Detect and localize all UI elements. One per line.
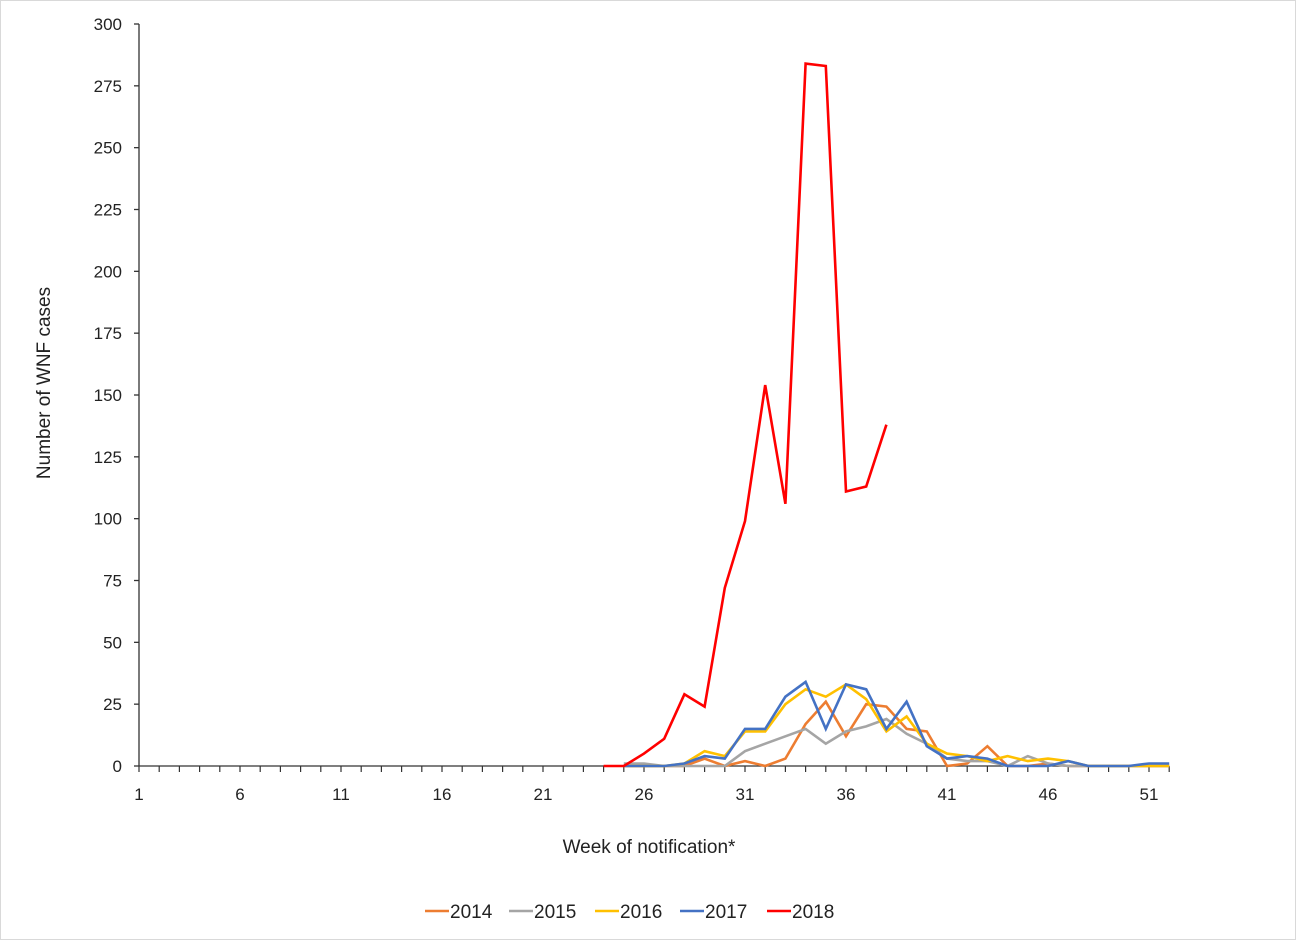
y-tick-label: 175: [94, 324, 122, 343]
y-tick-label: 225: [94, 201, 122, 220]
x-tick-label: 6: [235, 785, 244, 804]
x-tick-label: 36: [837, 785, 856, 804]
y-tick-label: 275: [94, 77, 122, 96]
y-axis-title: Number of WNF cases: [34, 287, 55, 479]
x-tick-label: 41: [938, 785, 957, 804]
legend-label: 2018: [792, 902, 834, 923]
y-tick-label: 200: [94, 262, 122, 281]
legend-item-2017: 2017: [680, 902, 747, 923]
legend-item-2016: 2016: [595, 902, 662, 923]
x-tick-label: 16: [433, 785, 452, 804]
series-line-2017: [623, 679, 1170, 768]
x-axis-title: Week of notification*: [563, 837, 736, 858]
y-tick-label: 100: [94, 510, 122, 529]
x-axis: 1 6 11 16 21 26 31 36 41 46 51: [134, 765, 1170, 804]
y-tick-label: 25: [103, 695, 122, 714]
legend: 2014 2015 2016 2017 2018: [425, 902, 834, 923]
x-tick-label: 11: [332, 785, 350, 804]
legend-item-2018: 2018: [767, 902, 834, 923]
y-tick-label: 75: [103, 572, 122, 591]
y-tick-label: 150: [94, 386, 122, 405]
series-line-2018: [603, 62, 888, 768]
legend-item-2015: 2015: [509, 902, 576, 923]
series-lines: [603, 62, 1170, 768]
legend-label: 2015: [534, 902, 576, 923]
x-tick-label: 21: [534, 785, 553, 804]
y-tick-label: 125: [94, 448, 122, 467]
legend-label: 2016: [620, 902, 662, 923]
legend-item-2014: 2014: [425, 902, 493, 923]
x-tick-label: 31: [736, 785, 755, 804]
x-tick-label: 26: [635, 785, 654, 804]
series-line-2015: [623, 717, 1170, 768]
y-tick-label: 0: [113, 757, 122, 776]
x-tick-label: 46: [1039, 785, 1058, 804]
y-tick-label: 250: [94, 139, 122, 158]
legend-label: 2017: [705, 902, 747, 923]
y-tick-label: 50: [103, 633, 122, 652]
x-tick-label: 51: [1140, 785, 1159, 804]
x-tick-label: 1: [134, 785, 143, 804]
y-axis: 0 25 50 75 100 125 150 175 200 225 250 275 300: [94, 15, 140, 776]
y-tick-label: 300: [94, 15, 122, 34]
legend-label: 2014: [450, 902, 493, 923]
